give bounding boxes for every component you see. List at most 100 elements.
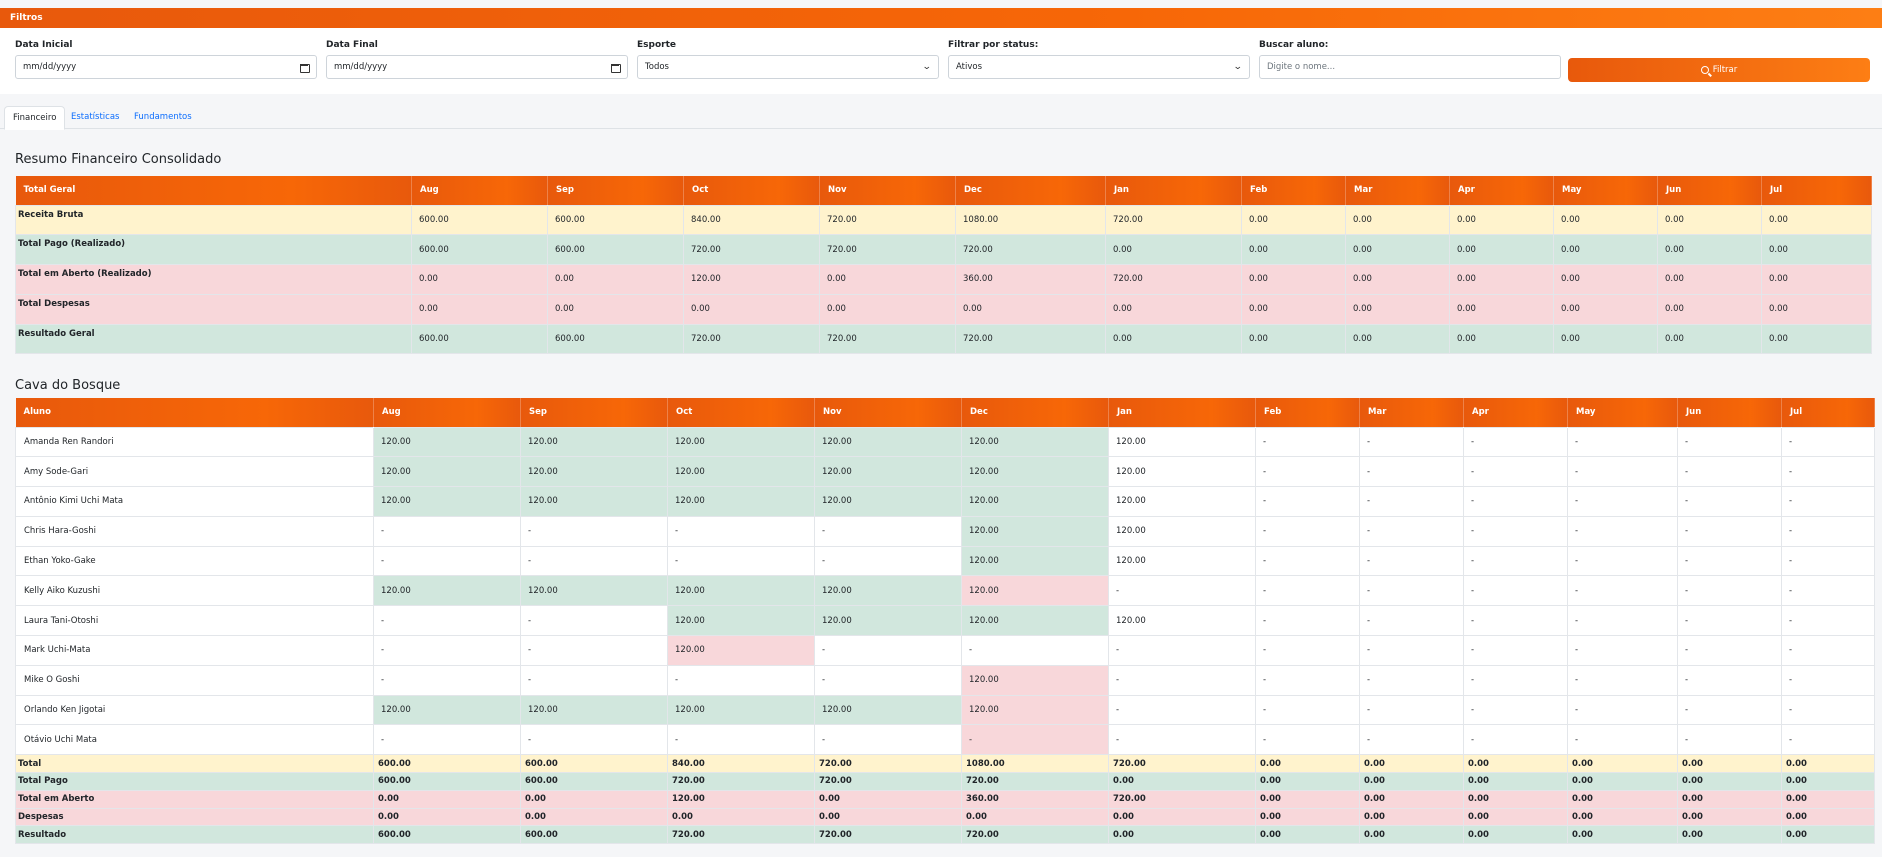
payment-cell: - xyxy=(1781,575,1875,607)
summary-cell: 0.00 xyxy=(1449,204,1554,236)
summary-cell: 0.00 xyxy=(683,293,820,325)
payment-cell: 120.00 xyxy=(373,575,521,607)
sport-select[interactable]: Todos ⌄ xyxy=(637,55,939,79)
month-header: Sep xyxy=(520,398,668,427)
total-cell: 720.00 xyxy=(1108,754,1256,774)
summary-cell: 1080.00 xyxy=(955,204,1106,236)
tab-estatisticas[interactable]: Estatísticas xyxy=(71,112,120,122)
month-header: May xyxy=(1567,398,1678,427)
tab-fundamentos[interactable]: Fundamentos xyxy=(134,112,192,122)
total-cell: 600.00 xyxy=(520,772,668,791)
payment-cell: - xyxy=(1108,635,1256,666)
total-row: Despesas 0.00 0.00 0.00 0.00 0.00 0.00 0.00 0.00… xyxy=(15,807,1875,827)
summary-cell: 0.00 xyxy=(1553,264,1658,295)
summary-row-label: Total em Aberto (Realizado) xyxy=(15,264,412,295)
total-cell: 600.00 xyxy=(373,825,521,845)
summary-cell: 0.00 xyxy=(547,293,684,325)
summary-cell: 0.00 xyxy=(1105,323,1242,355)
month-header: Jun xyxy=(1657,176,1762,205)
filter-button-label: Filtrar xyxy=(1712,65,1738,75)
total-cell: 0.00 xyxy=(373,789,521,809)
calendar-icon[interactable] xyxy=(610,62,621,73)
total-cell: 0.00 xyxy=(1781,772,1875,791)
total-row-label: Total xyxy=(15,754,374,774)
total-cell: 0.00 xyxy=(1567,772,1678,791)
payment-cell: - xyxy=(1567,664,1678,696)
summary-cell: 600.00 xyxy=(411,204,548,236)
payment-cell: - xyxy=(1463,426,1568,458)
summary-row: Total Despesas 0.00 0.00 0.00 0.00 0.00 0.00 0.… xyxy=(15,293,1872,325)
total-cell: 720.00 xyxy=(814,825,962,845)
payment-cell: - xyxy=(1781,456,1875,488)
payment-cell: 120.00 xyxy=(373,486,521,517)
payment-cell: - xyxy=(1255,664,1360,696)
student-name: Chris Hara-Goshi xyxy=(15,515,374,547)
summary-row-label: Total Pago (Realizado) xyxy=(15,234,412,266)
payment-cell: - xyxy=(1677,426,1782,458)
total-cell: 720.00 xyxy=(961,772,1109,791)
start-date-input[interactable]: mm/dd/yyyy xyxy=(15,55,317,79)
filters-title: Filtros xyxy=(10,13,43,23)
payment-cell: - xyxy=(1567,515,1678,547)
summary-cell: 120.00 xyxy=(683,264,820,295)
payment-cell: 120.00 xyxy=(520,694,668,726)
month-header: Dec xyxy=(961,398,1109,427)
summary-cell: 0.00 xyxy=(1761,234,1872,266)
summary-cell: 0.00 xyxy=(1105,293,1242,325)
payment-cell: - xyxy=(1108,694,1256,726)
search-input[interactable]: Digite o nome... xyxy=(1259,55,1561,79)
summary-cell: 0.00 xyxy=(1241,204,1346,236)
payment-cell: - xyxy=(1567,724,1678,756)
payment-cell: 120.00 xyxy=(961,575,1109,607)
summary-cell: 720.00 xyxy=(683,323,820,355)
payment-cell: - xyxy=(1677,664,1782,696)
payment-cell: - xyxy=(961,724,1109,756)
payment-cell: - xyxy=(1463,635,1568,666)
payment-cell: - xyxy=(1108,575,1256,607)
payment-cell: - xyxy=(1359,456,1464,488)
end-date-label: Data Final xyxy=(326,40,378,50)
student-row: Laura Tani-Otoshi - -120.00 120.00 120.00 120… xyxy=(15,605,1875,637)
payment-cell: - xyxy=(667,545,815,577)
month-header: Jun xyxy=(1677,398,1782,427)
end-date-input[interactable]: mm/dd/yyyy xyxy=(326,55,628,79)
payment-cell: - xyxy=(1677,545,1782,577)
month-header: Sep xyxy=(547,176,684,205)
payment-cell: 120.00 xyxy=(961,456,1109,488)
summary-cell: 600.00 xyxy=(547,204,684,236)
payment-cell: - xyxy=(1108,724,1256,756)
payment-cell: - xyxy=(814,664,962,696)
payment-cell: - xyxy=(1567,456,1678,488)
summary-cell: 0.00 xyxy=(1657,293,1762,325)
summary-cell: 0.00 xyxy=(955,293,1106,325)
payment-cell: - xyxy=(1677,605,1782,637)
summary-cell: 0.00 xyxy=(1241,264,1346,295)
school-header-label: Aluno xyxy=(15,398,374,427)
summary-cell: 0.00 xyxy=(1241,323,1346,355)
tab-financeiro[interactable]: Financeiro xyxy=(4,106,66,130)
filter-button[interactable]: Filtrar xyxy=(1568,58,1870,82)
student-row: Mark Uchi-Mata - -120.00- - - - - - - - - xyxy=(15,635,1875,666)
calendar-icon[interactable] xyxy=(299,62,310,73)
payment-cell: 120.00 xyxy=(814,694,962,726)
payment-cell: - xyxy=(1677,515,1782,547)
payment-cell: 120.00 xyxy=(373,694,521,726)
payment-cell: - xyxy=(1567,426,1678,458)
payment-cell: - xyxy=(1359,605,1464,637)
student-name: Laura Tani-Otoshi xyxy=(15,605,374,637)
total-cell: 600.00 xyxy=(373,754,521,774)
summary-row-label: Resultado Geral xyxy=(15,323,412,355)
payment-cell: - xyxy=(1463,605,1568,637)
payment-cell: - xyxy=(520,605,668,637)
total-cell: 0.00 xyxy=(1359,772,1464,791)
total-row-label: Despesas xyxy=(15,807,374,827)
start-date-placeholder: mm/dd/yyyy xyxy=(23,62,77,72)
student-row: Amy Sode-Gari 120.00 120.00 120.00 120.00 120… xyxy=(15,456,1875,488)
total-cell: 0.00 xyxy=(1781,789,1875,809)
payment-cell: - xyxy=(1677,635,1782,666)
payment-cell: - xyxy=(520,635,668,666)
student-row: Mike O Goshi - - - -120.00- - - - - - - xyxy=(15,664,1875,696)
student-name: Orlando Ken Jigotai xyxy=(15,694,374,726)
status-select[interactable]: Ativos ⌄ xyxy=(948,55,1250,79)
total-cell: 0.00 xyxy=(1567,825,1678,845)
